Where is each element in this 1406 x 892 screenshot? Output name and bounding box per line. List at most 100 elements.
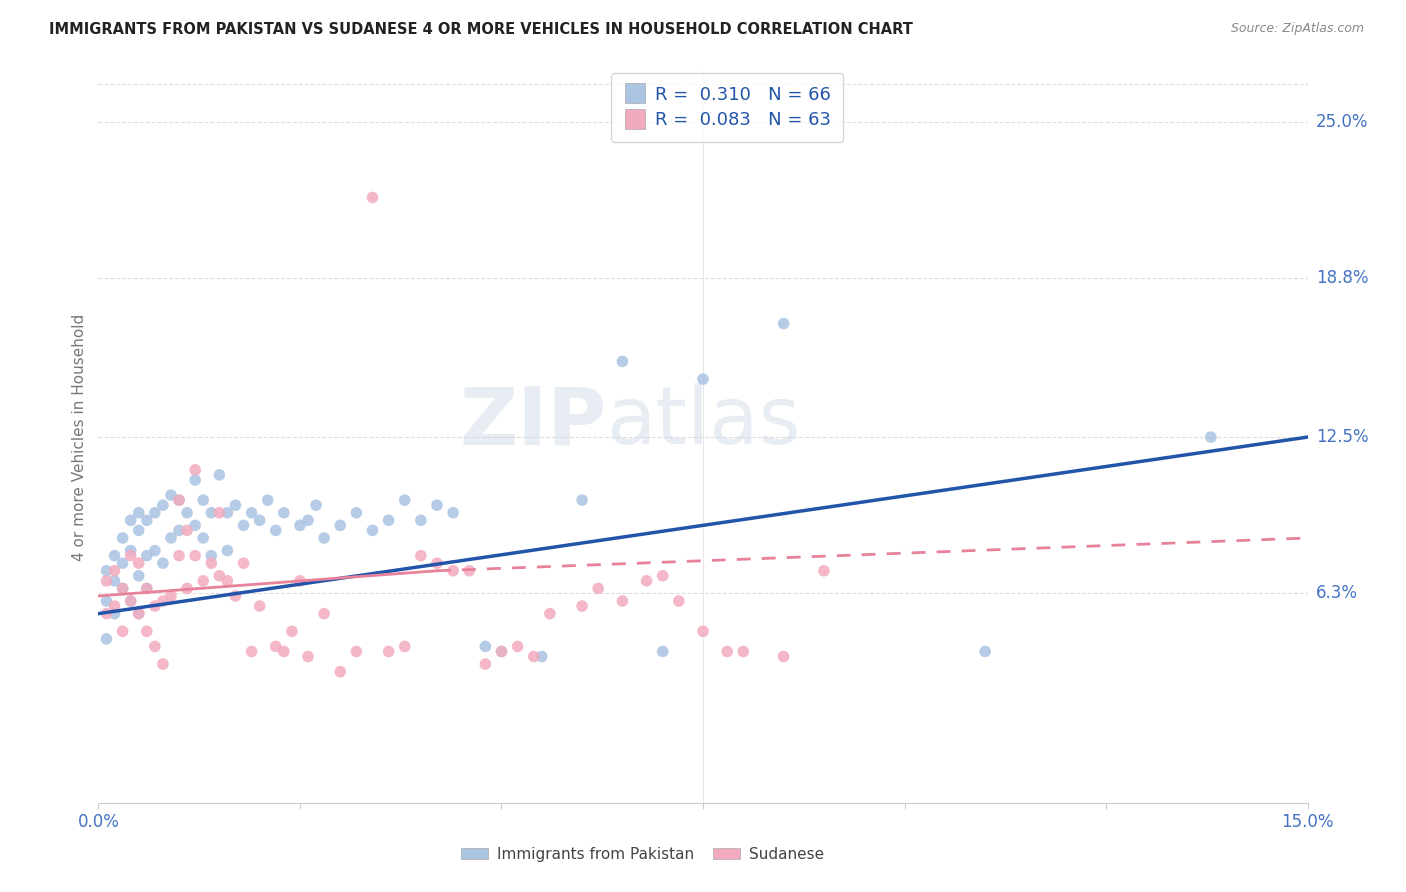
Point (273, 506, 295, 520)
Point (193, 493, 215, 508)
Point (103, 599, 125, 613)
Point (224, 498, 246, 512)
Point (458, 564, 481, 578)
Point (135, 582, 157, 596)
Point (733, 644, 755, 658)
Text: IMMIGRANTS FROM PAKISTAN VS SUDANESE 4 OR MORE VEHICLES IN HOUSEHOLD CORRELATION: IMMIGRANTS FROM PAKISTAN VS SUDANESE 4 O… (49, 22, 912, 37)
Point (135, 582, 157, 596)
Point (571, 599, 593, 613)
Point (344, 644, 367, 658)
Point (474, 640, 496, 654)
Point (441, 506, 464, 520)
Legend: Immigrants from Pakistan, Sudanese: Immigrants from Pakistan, Sudanese (454, 841, 831, 868)
Point (474, 657, 496, 671)
Point (176, 506, 198, 520)
Point (692, 624, 714, 639)
Point (361, 524, 384, 538)
Point (96, 574, 118, 588)
Point (281, 624, 304, 639)
Point (974, 644, 997, 658)
Point (217, 543, 239, 558)
Point (200, 549, 222, 563)
Point (264, 524, 287, 538)
Point (200, 506, 222, 520)
Point (240, 506, 263, 520)
Point (208, 467, 231, 482)
Point (143, 506, 166, 520)
Point (491, 644, 513, 658)
Point (288, 574, 311, 588)
Point (377, 513, 399, 527)
Point (160, 488, 183, 502)
Point (426, 556, 449, 570)
Point (128, 524, 150, 538)
Point (167, 524, 190, 538)
Point (111, 531, 134, 545)
Point (636, 574, 658, 588)
Point (152, 657, 174, 671)
Point (111, 624, 134, 639)
Point (305, 498, 328, 512)
Point (184, 518, 207, 533)
Point (208, 569, 231, 583)
Point (571, 493, 593, 508)
Text: atlas: atlas (606, 384, 800, 461)
Point (176, 524, 198, 538)
Point (200, 556, 222, 570)
Point (232, 556, 254, 570)
Point (297, 649, 319, 664)
Point (135, 513, 157, 527)
Point (361, 190, 384, 204)
Point (143, 543, 166, 558)
Point (176, 582, 198, 596)
Point (224, 589, 246, 603)
Point (208, 506, 231, 520)
Point (152, 556, 174, 570)
Point (184, 549, 207, 563)
Point (314, 531, 336, 545)
Point (409, 549, 432, 563)
Point (409, 513, 432, 527)
Point (184, 473, 207, 487)
Point (344, 506, 367, 520)
Point (167, 493, 190, 508)
Point (217, 574, 239, 588)
Point (103, 549, 125, 563)
Point (184, 463, 207, 477)
Point (377, 644, 399, 658)
Text: 12.5%: 12.5% (1316, 428, 1368, 446)
Point (441, 564, 464, 578)
Point (128, 569, 150, 583)
Point (143, 599, 166, 613)
Point (256, 493, 278, 508)
Point (152, 498, 174, 512)
Point (651, 644, 673, 658)
Point (120, 594, 142, 608)
Point (143, 640, 166, 654)
Point (288, 518, 311, 533)
Point (217, 506, 239, 520)
Text: ZIP: ZIP (458, 384, 606, 461)
Point (273, 644, 295, 658)
Point (135, 549, 157, 563)
Point (394, 640, 416, 654)
Point (103, 574, 125, 588)
Point (96, 607, 118, 621)
Point (314, 607, 336, 621)
Point (111, 582, 134, 596)
Point (120, 549, 142, 563)
Point (240, 644, 263, 658)
Point (128, 607, 150, 621)
Text: Source: ZipAtlas.com: Source: ZipAtlas.com (1230, 22, 1364, 36)
Point (249, 513, 271, 527)
Point (96, 594, 118, 608)
Point (426, 498, 449, 512)
Point (193, 574, 215, 588)
Point (716, 644, 738, 658)
Point (193, 531, 215, 545)
Point (538, 607, 561, 621)
Point (96, 564, 118, 578)
Point (506, 640, 529, 654)
Point (772, 317, 794, 331)
Text: 25.0%: 25.0% (1316, 112, 1368, 131)
